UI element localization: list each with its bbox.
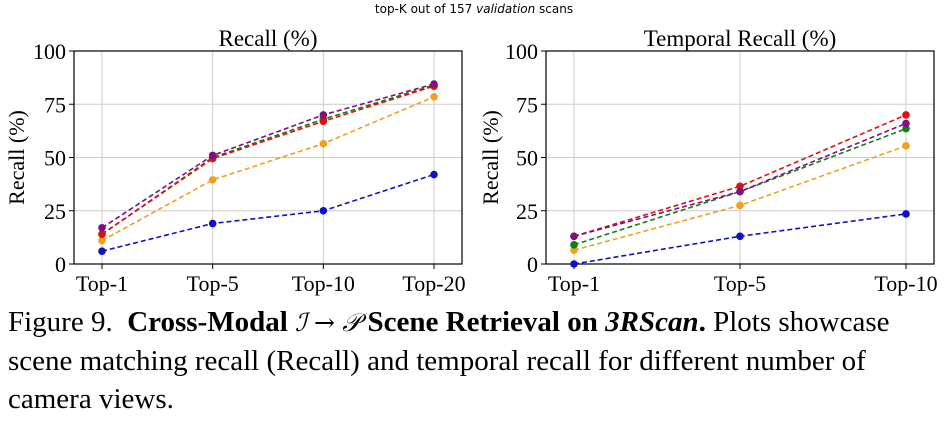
y-tick-label: 0 [55,252,66,277]
suptitle-pre: top-K out of 157 [374,2,477,16]
y-tick-label: 25 [44,199,66,224]
figure-suptitle: top-K out of 157 validation scans [0,2,948,16]
y-axis-label: Recall (%) [478,110,503,205]
x-tick-label: Top-10 [292,271,355,296]
series-red [98,82,438,238]
series-line-orange [101,96,435,242]
data-point-orange [208,176,217,184]
y-tick-label: 25 [516,199,538,224]
data-point-green [570,241,578,249]
data-point-orange [570,246,578,254]
caption-symbol-image: ℐ [295,308,307,337]
series-purple [98,80,438,232]
series-line-red [101,85,435,235]
caption-symbol-pointcloud: 𝒫 [342,308,361,337]
x-tick-label: Top-5 [714,271,766,296]
data-point-purple [319,111,328,119]
data-point-blue [736,232,744,241]
data-point-red [902,111,910,119]
plot-frame [73,50,463,265]
caption-period: . [698,306,706,338]
series-orange [98,92,438,245]
temporal-recall-chart: Temporal Recall (%) 0 25 50 75 100 Top-1 Top-5 T… [478,26,938,296]
x-tick-label: Top-10 [874,271,937,296]
suptitle-post: scans [535,2,574,16]
data-point-blue [430,170,438,179]
y-tick-label: 50 [516,146,538,171]
data-point-purple [430,80,438,88]
data-point-purple [98,223,106,232]
data-point-orange [902,141,910,150]
y-tick-label: 100 [505,39,538,64]
y-tick-label: 0 [527,252,538,277]
x-tick-label: Top-1 [76,271,128,296]
series-blue [98,170,438,256]
data-point-blue [98,247,106,256]
data-point-orange [319,139,328,148]
data-point-orange [430,92,438,101]
chart-title: Temporal Recall (%) [644,26,837,51]
series-line-green [573,127,907,246]
series-line-purple [101,83,435,229]
x-tick-label: Top-20 [402,271,465,296]
caption-dataset-name: 3RScan [605,306,699,338]
series-green [98,81,438,238]
x-tick-label: Top-1 [548,271,600,296]
data-point-blue [319,206,328,215]
caption-arrow: → [314,308,335,337]
caption-bold-scene-retrieval: Scene Retrieval on [367,306,598,338]
y-axis-label: Recall (%) [4,110,29,205]
series-orange [570,141,910,254]
data-point-orange [736,201,744,210]
data-point-red [736,182,744,191]
caption-prefix: Figure 9. [8,306,113,338]
data-point-purple [570,232,578,241]
recall-chart: Recall (%) 0 25 50 75 100 Top-1 Top-5 Top-10 Top-… [4,26,466,296]
y-tick-label: 75 [44,92,66,117]
data-point-orange [98,236,106,245]
x-tick-label: Top-5 [187,271,239,296]
suptitle-emph: validation [476,2,536,16]
data-point-blue [902,210,910,218]
data-point-blue [570,260,578,268]
series-line-green [101,84,435,235]
data-point-red [98,230,106,238]
caption-bold-cross-modal: Cross-Modal [127,306,288,338]
plot-frame [545,50,935,265]
y-tick-label: 75 [516,92,538,117]
series-line-blue [101,173,435,252]
data-point-purple [736,187,744,196]
figure-caption: Figure 9. Cross-Modal ℐ → 𝒫 Scene Retrie… [8,303,944,418]
series-line-red [573,114,907,238]
data-point-purple [208,151,217,160]
data-point-red [319,117,328,126]
data-point-blue [208,219,217,228]
series-blue [570,210,910,268]
series-purple [570,119,910,241]
caption-body: Plots showcase scene matching recall (Re… [8,306,890,415]
y-tick-label: 50 [44,146,66,171]
data-point-purple [902,119,910,128]
data-point-green [902,124,910,133]
chart-title: Recall (%) [219,26,318,51]
y-tick-label: 100 [33,39,66,64]
